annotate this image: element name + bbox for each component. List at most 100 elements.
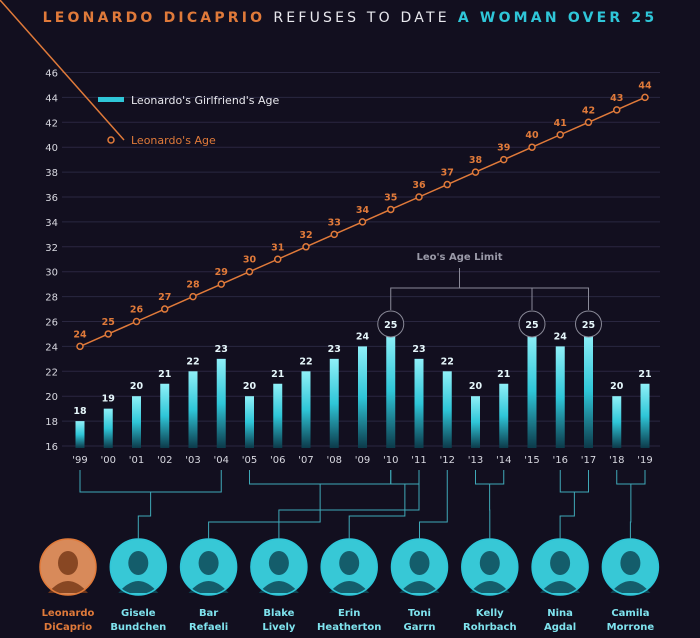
age-limit-circle-text-1: 25 xyxy=(525,320,538,331)
avatar-head-1 xyxy=(128,551,149,575)
x-tick-19: '18 xyxy=(609,455,624,466)
bar-19 xyxy=(612,396,622,448)
avatar-head-6 xyxy=(479,551,500,575)
avatar-body-2 xyxy=(188,581,229,593)
person-name-4: Erin xyxy=(338,608,360,619)
age-limit-circle-text-2: 25 xyxy=(582,320,595,331)
y-tick-38: 38 xyxy=(45,168,58,179)
leo-age-label-17: 41 xyxy=(554,118,567,129)
bar-13 xyxy=(442,371,452,448)
x-tick-16: '15 xyxy=(524,455,539,466)
y-tick-18: 18 xyxy=(45,417,58,428)
bar-17 xyxy=(555,346,565,448)
leo-age-point-0 xyxy=(76,342,84,351)
x-tick-14: '13 xyxy=(468,455,483,466)
bar-label-7: 21 xyxy=(271,369,284,380)
bar-label-20: 21 xyxy=(638,369,651,380)
leo-age-label-0: 24 xyxy=(73,329,87,340)
bar-8 xyxy=(301,371,311,448)
leo-age-point-1 xyxy=(104,330,112,338)
bar-label-2: 20 xyxy=(130,381,144,392)
leo-age-label-1: 25 xyxy=(102,317,115,328)
y-tick-30: 30 xyxy=(45,268,58,279)
y-tick-16: 16 xyxy=(45,442,58,453)
bar-label-15: 21 xyxy=(497,369,510,380)
x-tick-20: '19 xyxy=(637,455,652,466)
age-limit-bracket xyxy=(390,287,589,310)
person-name-0: Leonardo xyxy=(42,608,95,619)
x-tick-17: '16 xyxy=(553,455,568,466)
person-name-5: Toni xyxy=(408,608,431,619)
leo-age-label-20: 44 xyxy=(638,80,652,91)
x-tick-18: '17 xyxy=(581,455,596,466)
avatar-body-4 xyxy=(329,581,370,593)
x-tick-10: '09 xyxy=(355,455,370,466)
leo-age-point-17 xyxy=(556,131,564,139)
leo-age-label-4: 28 xyxy=(186,280,200,291)
person-name-7: Nina xyxy=(547,608,573,619)
leo-age-point-16 xyxy=(528,143,536,151)
leo-age-point-2 xyxy=(132,317,141,326)
leo-age-label-10: 34 xyxy=(356,205,370,216)
y-tick-32: 32 xyxy=(45,243,58,254)
person-name-8: Camila xyxy=(611,608,649,619)
age-limit-label: Leo's Age Limit xyxy=(416,252,502,263)
year-bracket-2 xyxy=(249,470,392,485)
y-tick-36: 36 xyxy=(45,193,58,204)
bar-7 xyxy=(273,383,283,448)
bar-14 xyxy=(471,396,480,448)
leo-age-label-9: 33 xyxy=(328,217,341,228)
avatar-head-8 xyxy=(620,551,641,575)
year-bracket-6 xyxy=(475,470,505,485)
y-tick-46: 46 xyxy=(45,69,58,80)
connector-4 xyxy=(348,484,406,539)
y-tick-26: 26 xyxy=(45,318,58,329)
leo-age-label-16: 40 xyxy=(525,130,539,141)
bar-3 xyxy=(160,383,170,448)
x-tick-9: '08 xyxy=(327,455,342,466)
age-limit-circle-text-0: 25 xyxy=(384,320,397,331)
connector-5 xyxy=(419,492,448,539)
x-tick-3: '02 xyxy=(157,455,172,466)
legend-line-swatch xyxy=(0,0,125,141)
age-limit-circle-2 xyxy=(575,310,602,338)
avatar-body-3 xyxy=(258,581,299,593)
avatar-body-1 xyxy=(118,581,159,593)
leo-age-point-9 xyxy=(330,230,338,239)
x-tick-4: '03 xyxy=(185,455,200,466)
x-tick-0: '99 xyxy=(72,455,87,466)
leo-age-label-7: 31 xyxy=(271,242,284,253)
leo-age-point-7 xyxy=(274,255,282,263)
leo-age-label-11: 35 xyxy=(384,192,397,203)
y-tick-20: 20 xyxy=(45,392,58,403)
person-surname-0: DiCaprio xyxy=(44,622,92,633)
x-tick-1: '00 xyxy=(101,455,116,466)
bar-label-4: 22 xyxy=(186,356,199,367)
bar-label-9: 23 xyxy=(328,344,341,355)
leo-age-point-3 xyxy=(161,305,169,313)
age-limit-circle-1 xyxy=(518,310,546,338)
avatar-head-7 xyxy=(550,551,571,575)
bar-4 xyxy=(188,371,198,448)
title-part-1: LEONARDO DICAPRIO xyxy=(42,10,266,26)
title-part-3: A WOMAN OVER 25 xyxy=(457,10,658,26)
legend-bar-swatch xyxy=(98,97,124,102)
x-tick-7: '06 xyxy=(270,455,285,466)
x-tick-8: '07 xyxy=(298,455,313,466)
legend-leonardo-label: Leonardo's Age xyxy=(131,134,216,147)
connector-1 xyxy=(137,492,152,539)
y-tick-22: 22 xyxy=(45,367,58,378)
x-tick-12: '11 xyxy=(411,455,426,466)
legend-line-marker xyxy=(107,136,115,144)
bar-label-10: 24 xyxy=(356,331,370,342)
leo-age-point-20 xyxy=(641,93,649,102)
leo-age-point-5 xyxy=(217,280,225,288)
y-tick-44: 44 xyxy=(45,93,58,104)
person-surname-4: Heatherton xyxy=(317,622,381,633)
avatar-head-0 xyxy=(58,551,78,575)
bar-10 xyxy=(358,346,367,448)
bar-18 xyxy=(584,333,593,448)
leo-age-point-15 xyxy=(500,155,508,164)
leo-age-label-8: 32 xyxy=(299,230,312,241)
